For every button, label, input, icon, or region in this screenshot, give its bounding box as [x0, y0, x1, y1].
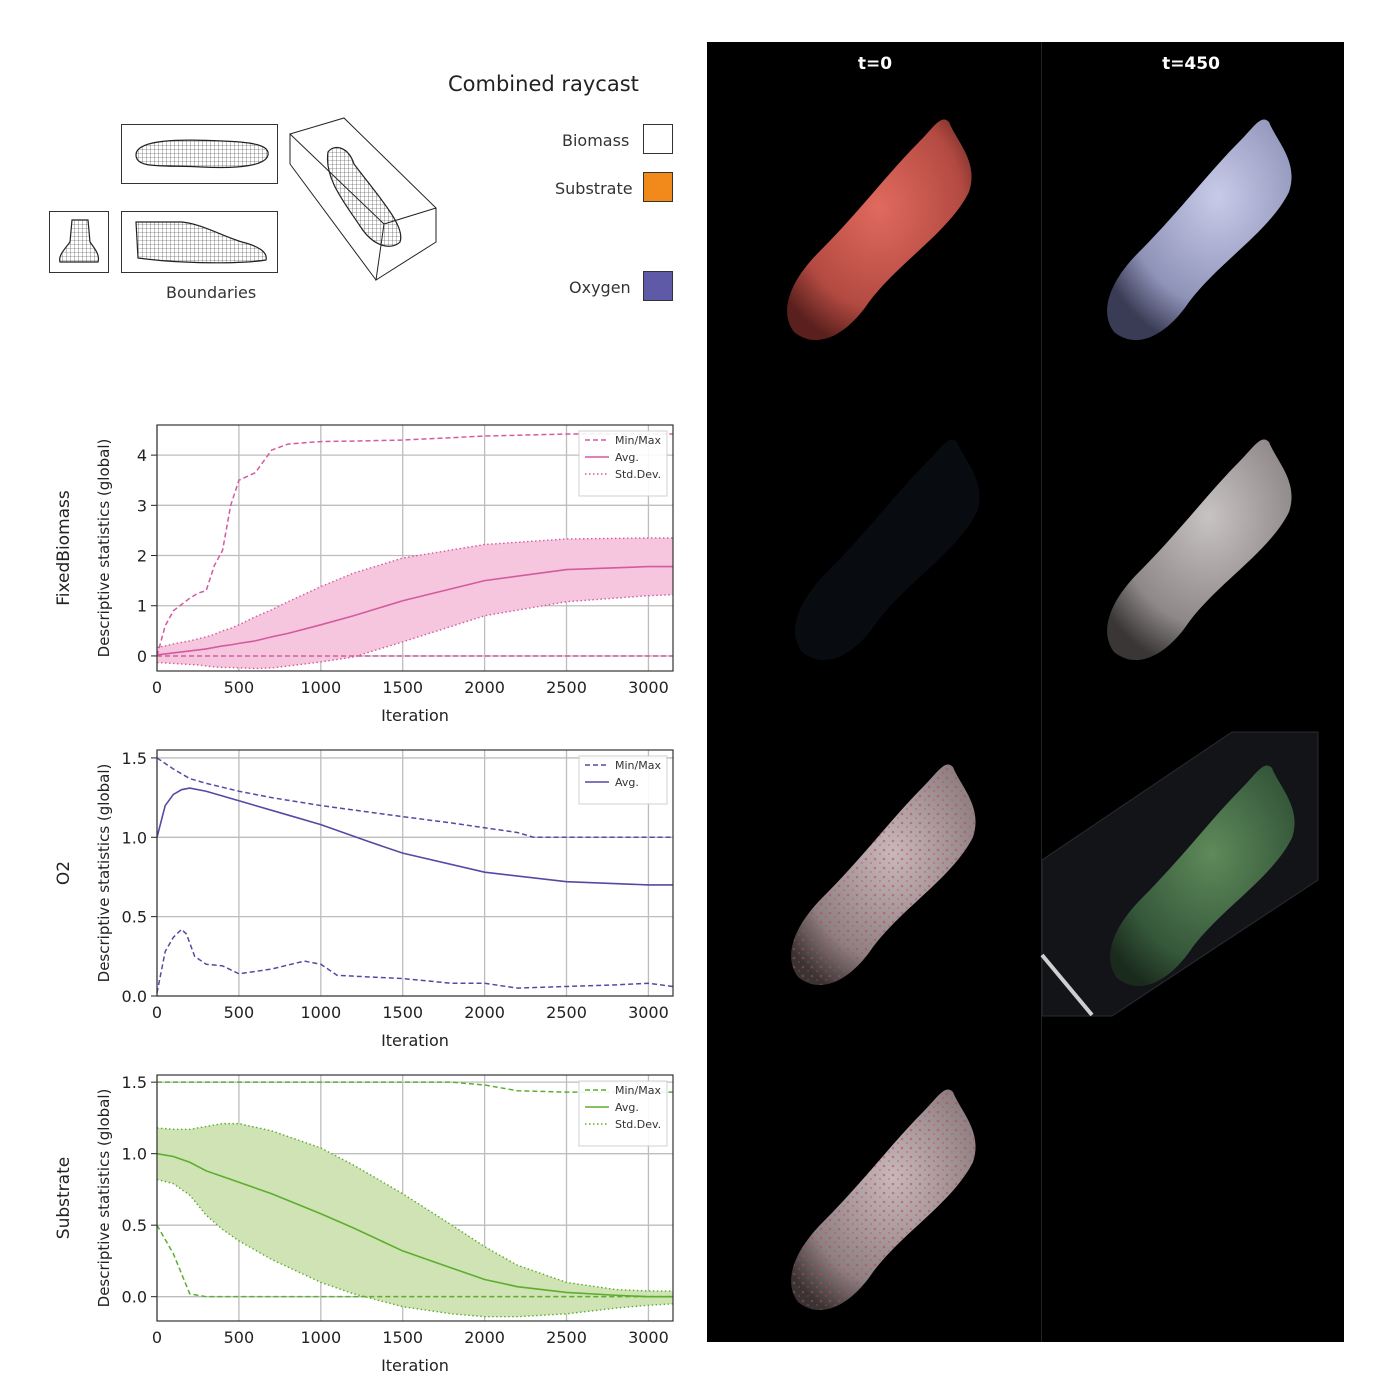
y-tick-label: 1	[137, 597, 147, 616]
y-tick-label: 4	[137, 446, 147, 465]
series-avg	[156, 787, 673, 886]
series-avg	[156, 565, 673, 656]
y-tick-label: 1.5	[122, 1073, 147, 1092]
shoe-top-wireframe-icon	[135, 139, 269, 169]
render-oxygen-t0	[791, 764, 976, 986]
x-tick-label: 2000	[464, 1328, 505, 1347]
plot-frame	[156, 749, 674, 997]
y-tick-label: 3	[137, 496, 147, 515]
x-tick-label: 1000	[300, 1328, 341, 1347]
x-tick-label: 1000	[300, 1003, 341, 1022]
plot-frame	[156, 424, 674, 672]
x-axis-label: Iteration	[381, 1031, 449, 1050]
raycast-title: Combined raycast	[448, 72, 639, 96]
std-band	[157, 1123, 673, 1317]
x-axis-label: Iteration	[381, 706, 449, 725]
legend-substrate-label: Substrate	[555, 179, 633, 198]
x-tick-label: 2000	[464, 678, 505, 697]
boundary-3d-view	[288, 116, 438, 284]
legend-box	[578, 1080, 668, 1147]
legend-label: Min/Max	[615, 1084, 661, 1097]
y-tick-label: 0.5	[122, 1216, 147, 1235]
legend-box	[578, 755, 668, 805]
y-axis-label: Descriptive statistics (global)	[95, 439, 113, 658]
y-tick-label: 0.0	[122, 1288, 147, 1307]
legend-box	[578, 430, 668, 497]
legend-label: Avg.	[615, 451, 639, 464]
x-tick-label: 0	[152, 1003, 162, 1022]
x-tick-label: 2500	[546, 1328, 587, 1347]
column-header-t450: t=450	[1162, 54, 1220, 74]
series-max	[156, 433, 673, 657]
boundary-front-view	[49, 211, 109, 273]
legend-label: Min/Max	[615, 434, 661, 447]
series-max	[156, 757, 673, 839]
chart-title: Substrate	[54, 1157, 74, 1239]
render-biomass-t0	[787, 119, 972, 341]
x-tick-label: 0	[152, 678, 162, 697]
legend-biomass-label: Biomass	[562, 131, 630, 150]
legend-oxygen-label: Oxygen	[569, 278, 631, 297]
render-combined-t0	[791, 1089, 976, 1311]
shoe-front-wireframe-icon	[59, 219, 100, 263]
x-tick-label: 2500	[546, 1003, 587, 1022]
std-band	[157, 537, 673, 669]
column-divider	[1041, 42, 1042, 1342]
series-min	[156, 928, 674, 993]
x-tick-label: 3000	[628, 1003, 669, 1022]
x-tick-label: 1500	[382, 1328, 423, 1347]
y-tick-label: 1.0	[122, 1145, 147, 1164]
legend-label: Avg.	[615, 776, 639, 789]
x-tick-label: 2500	[546, 678, 587, 697]
y-axis-label: Descriptive statistics (global)	[95, 764, 113, 983]
render-biomass-t450	[1107, 119, 1292, 341]
y-tick-label: 0	[137, 647, 147, 666]
legend-substrate-swatch	[643, 172, 673, 202]
render-substrate-t450	[1107, 439, 1292, 661]
legend-label: Std.Dev.	[615, 468, 661, 481]
series-std-upper	[156, 1122, 673, 1292]
y-tick-label: 0.5	[122, 908, 147, 927]
render-oxygen-t450	[1040, 731, 1319, 1017]
x-tick-label: 1500	[382, 1003, 423, 1022]
boundaries-label: Boundaries	[166, 283, 257, 302]
column-header-t0: t=0	[857, 54, 893, 74]
y-axis-label: Descriptive statistics (global)	[95, 1089, 113, 1308]
plot-frame	[156, 1074, 674, 1322]
chart-fixedbiomass: 0 500 1000 1500 2000 2500 3000 0 1 2 3 4 Iteration De…	[54, 424, 674, 725]
chart-title: O2	[54, 861, 74, 885]
y-tick-label: 1.0	[122, 828, 147, 847]
x-tick-label: 1000	[300, 678, 341, 697]
x-tick-label: 500	[224, 1003, 255, 1022]
x-tick-label: 3000	[628, 1328, 669, 1347]
y-tick-label: 1.5	[122, 749, 147, 768]
y-tick-label: 2	[137, 547, 147, 566]
boundary-top-view	[121, 124, 278, 184]
legend-oxygen-swatch	[643, 271, 673, 301]
chart-substrate: 0 500 1000 1500 2000 2500 3000 0.0 0.5 1.0 1.5 Iter…	[54, 1073, 674, 1375]
x-tick-label: 2000	[464, 1003, 505, 1022]
series-std-lower	[156, 593, 674, 670]
render-substrate-t0	[795, 439, 980, 661]
series-min	[156, 1224, 673, 1298]
render-panel: t=0 t=450	[707, 42, 1344, 1342]
legend-label: Std.Dev.	[615, 1118, 661, 1131]
x-tick-label: 1500	[382, 678, 423, 697]
chart-o2: 0 500 1000 1500 2000 2500 3000 0.0 0.5 1.0 1.5 Iter…	[54, 749, 674, 1050]
legend-label: Min/Max	[615, 759, 661, 772]
x-tick-label: 3000	[628, 678, 669, 697]
shoe-side-wireframe-icon	[135, 221, 267, 264]
shoe-3d-box-wireframe-icon	[289, 117, 437, 282]
series-avg	[156, 1152, 673, 1298]
render-grid	[787, 119, 1319, 1311]
legend-biomass-swatch	[643, 124, 673, 154]
y-tick-label: 0.0	[122, 987, 147, 1006]
legend-label: Avg.	[615, 1101, 639, 1114]
x-tick-label: 0	[152, 1328, 162, 1347]
x-tick-label: 500	[224, 678, 255, 697]
chart-title: FixedBiomass	[54, 490, 74, 606]
boundary-side-view	[121, 211, 278, 273]
x-axis-label: Iteration	[381, 1356, 449, 1375]
x-tick-label: 500	[224, 1328, 255, 1347]
